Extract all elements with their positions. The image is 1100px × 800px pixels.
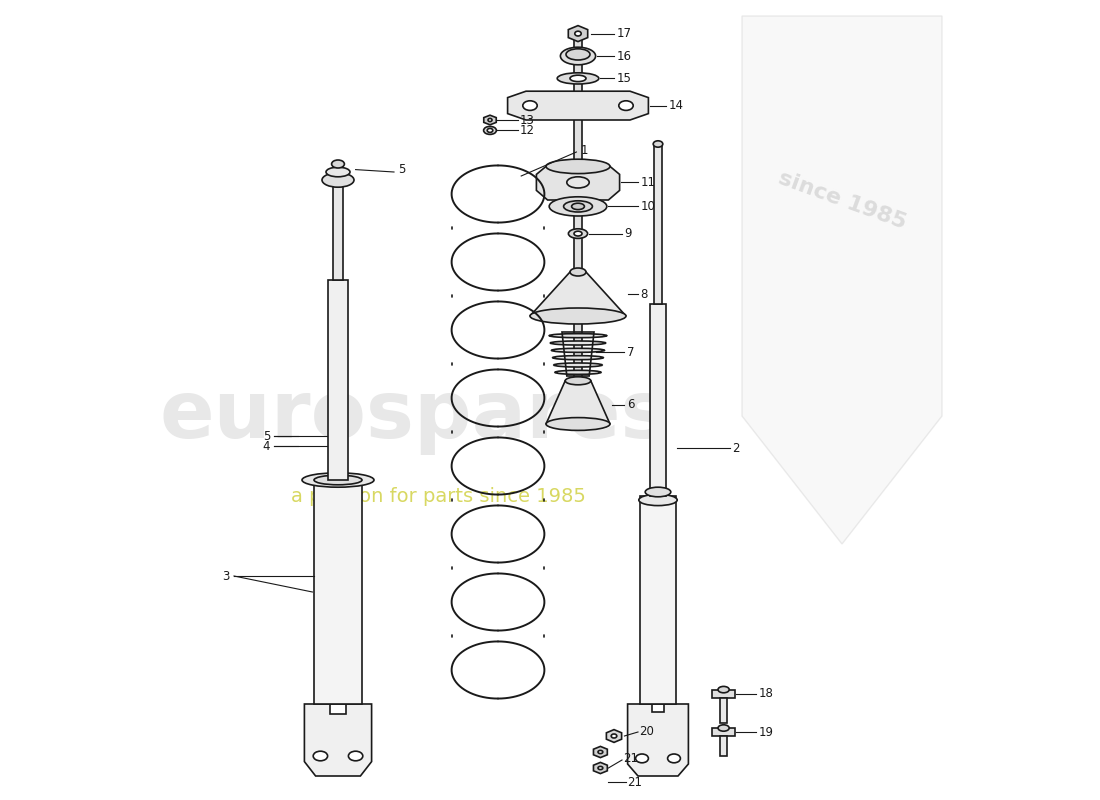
Ellipse shape [522, 101, 537, 110]
Text: 12: 12 [519, 124, 535, 137]
Ellipse shape [575, 31, 581, 36]
Ellipse shape [598, 750, 603, 754]
Text: 16: 16 [616, 50, 631, 62]
Text: 17: 17 [616, 27, 631, 40]
Text: 21: 21 [628, 776, 642, 789]
Text: 15: 15 [616, 72, 631, 85]
Text: 7: 7 [627, 346, 635, 358]
Ellipse shape [322, 173, 354, 187]
Text: 13: 13 [519, 114, 535, 126]
Ellipse shape [653, 141, 663, 147]
Ellipse shape [546, 418, 611, 430]
Text: 5: 5 [398, 163, 406, 176]
Text: 2: 2 [733, 442, 740, 454]
Ellipse shape [565, 377, 591, 385]
Ellipse shape [570, 268, 586, 276]
Bar [640, 496, 675, 704]
Ellipse shape [552, 356, 603, 360]
Text: since 1985: since 1985 [776, 167, 909, 233]
Text: 21: 21 [624, 752, 639, 765]
Ellipse shape [563, 201, 593, 212]
Ellipse shape [572, 203, 584, 210]
Text: eurospares: eurospares [160, 377, 669, 455]
Bar [574, 30, 582, 410]
Text: 14: 14 [669, 99, 683, 112]
Ellipse shape [612, 734, 617, 738]
Ellipse shape [530, 308, 626, 324]
Text: 5: 5 [263, 430, 270, 442]
Polygon shape [484, 115, 496, 125]
Text: 8: 8 [640, 288, 648, 301]
Ellipse shape [331, 160, 344, 168]
Text: 6: 6 [627, 398, 635, 411]
Ellipse shape [314, 751, 328, 761]
Polygon shape [507, 91, 648, 120]
Ellipse shape [718, 725, 729, 731]
Ellipse shape [636, 754, 648, 763]
Ellipse shape [549, 334, 607, 338]
Text: a passion for parts since 1985: a passion for parts since 1985 [290, 486, 585, 506]
Ellipse shape [556, 370, 601, 374]
Bar [720, 698, 727, 723]
Text: 19: 19 [759, 726, 773, 738]
Ellipse shape [349, 751, 363, 761]
Ellipse shape [619, 101, 634, 110]
Ellipse shape [558, 73, 598, 84]
Ellipse shape [639, 494, 678, 506]
Polygon shape [546, 381, 611, 424]
Ellipse shape [569, 229, 587, 238]
Bar [650, 304, 666, 496]
Bar [654, 144, 662, 304]
Bar [720, 736, 727, 756]
Text: 1: 1 [581, 144, 587, 157]
Ellipse shape [550, 341, 606, 345]
Ellipse shape [598, 766, 603, 770]
Text: 4: 4 [263, 440, 270, 453]
Ellipse shape [546, 159, 611, 174]
Text: 10: 10 [640, 200, 656, 213]
Bar [333, 176, 343, 280]
Bar [713, 690, 735, 698]
Ellipse shape [570, 75, 586, 82]
Bar [329, 280, 348, 480]
Text: 20: 20 [639, 725, 654, 738]
Polygon shape [594, 762, 607, 774]
Bar [314, 480, 362, 704]
Text: 18: 18 [759, 687, 773, 700]
Polygon shape [305, 704, 372, 776]
Polygon shape [628, 704, 689, 776]
Ellipse shape [718, 686, 729, 693]
Ellipse shape [487, 128, 493, 132]
Ellipse shape [574, 231, 582, 236]
Ellipse shape [566, 49, 590, 60]
Polygon shape [742, 16, 942, 544]
Ellipse shape [668, 754, 681, 763]
Ellipse shape [560, 47, 595, 65]
Ellipse shape [314, 475, 362, 485]
Ellipse shape [646, 487, 671, 497]
Ellipse shape [566, 177, 590, 188]
Text: 3: 3 [222, 570, 230, 582]
Ellipse shape [551, 348, 605, 352]
Ellipse shape [488, 118, 492, 122]
Bar [330, 704, 346, 714]
Ellipse shape [302, 473, 374, 487]
Text: 9: 9 [625, 227, 631, 240]
Text: 11: 11 [640, 176, 656, 189]
Ellipse shape [326, 167, 350, 177]
Bar [713, 728, 735, 736]
Polygon shape [537, 166, 619, 200]
Polygon shape [606, 730, 621, 742]
Ellipse shape [484, 126, 496, 134]
Ellipse shape [549, 197, 607, 216]
Bar [651, 704, 664, 712]
Polygon shape [530, 272, 626, 316]
Polygon shape [594, 746, 607, 758]
Ellipse shape [553, 363, 602, 367]
Polygon shape [569, 26, 587, 42]
